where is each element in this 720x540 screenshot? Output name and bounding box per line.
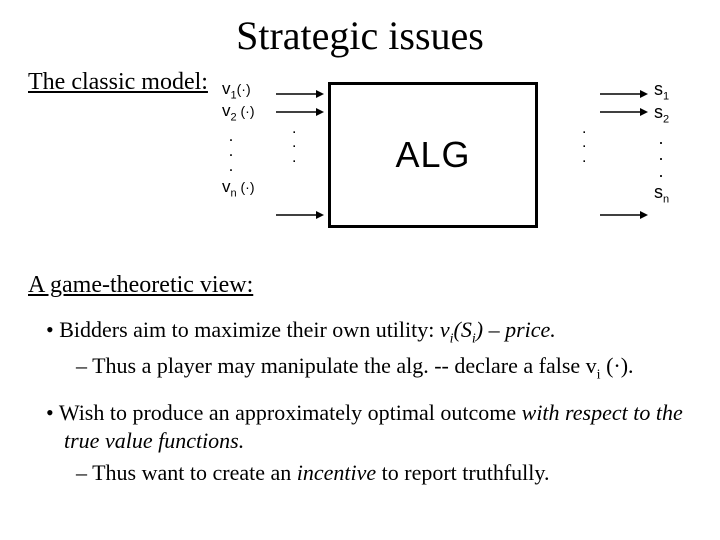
bullet-1: Bidders aim to maximize their own utilit…	[28, 316, 700, 348]
arrow-in-n	[276, 210, 324, 211]
slide: Strategic issues The classic model: v1(·…	[0, 0, 720, 540]
page-title: Strategic issues	[28, 12, 692, 59]
bullet-2: Wish to produce an approximately optimal…	[28, 399, 700, 455]
arrow-in-1	[276, 89, 324, 90]
input-vdots: . . .	[222, 128, 240, 174]
vn-label: vn (·)	[222, 178, 272, 200]
v1-label: v1(·)	[222, 80, 272, 102]
s2-label: s2	[654, 103, 694, 126]
arrow-out-1	[600, 89, 648, 90]
bullet-2-sub: Thus want to create an incentive to repo…	[28, 459, 700, 487]
game-theoretic-heading: A game-theoretic view:	[28, 272, 253, 299]
classic-model-diagram: v1(·) v2 (·) . . . vn (·) . . .	[222, 80, 702, 250]
arrow-out-n	[600, 210, 648, 211]
output-vdots: . . .	[654, 130, 668, 179]
bullet-1-sub: Thus a player may manipulate the alg. --…	[28, 352, 700, 384]
bullet-list: Bidders aim to maximize their own utilit…	[28, 316, 700, 501]
output-labels: s1 s2 . . . sn	[654, 80, 694, 206]
arrow-in-2	[276, 107, 324, 108]
s1-label: s1	[654, 80, 694, 103]
v2-label: v2 (·)	[222, 102, 272, 124]
arrow-out-vdots: . . .	[582, 122, 586, 165]
sn-label: sn	[654, 183, 694, 206]
input-labels: v1(·) v2 (·) . . . vn (·)	[222, 80, 272, 200]
arrow-in-vdots: . . .	[292, 122, 296, 165]
alg-box: ALG	[328, 82, 538, 228]
arrow-out-2	[600, 107, 648, 108]
